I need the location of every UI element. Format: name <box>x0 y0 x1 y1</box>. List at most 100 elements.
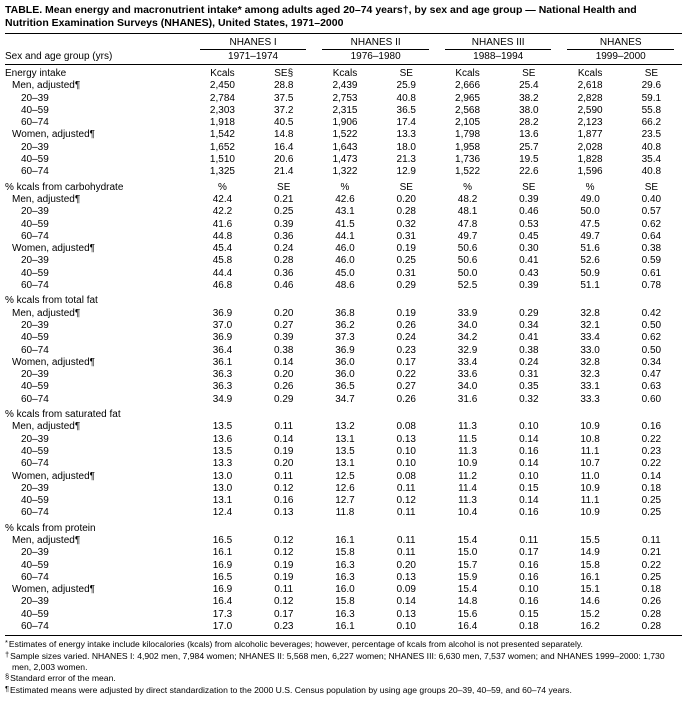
value-cell: 0.59 <box>641 255 662 267</box>
unit-header-cell: Kcals <box>577 68 603 79</box>
value-cell: 41.5 <box>335 218 355 230</box>
footnote-marker: † <box>5 649 10 659</box>
value-cell: 0.34 <box>519 319 539 331</box>
value-cell: 0.60 <box>641 393 662 405</box>
table-row: 60–74 1,918 40.5 1,906 17.4 2,105 28.2 2,123 66.… <box>5 117 682 129</box>
value-cell: 0.36 <box>273 267 294 279</box>
table-row: 60–74 13.3 0.20 13.1 0.10 10.9 0.14 10.7 0.22 <box>5 458 682 470</box>
value-cell: 1,918 <box>209 117 235 129</box>
row-label: 60–74 <box>21 621 49 633</box>
value-cell: 0.27 <box>396 381 416 393</box>
value-cell: 36.3 <box>212 369 233 381</box>
unit-header-cell <box>314 520 375 535</box>
value-cell: 0.30 <box>519 243 539 255</box>
value-cell: 13.6 <box>519 129 539 141</box>
value-cell: 0.62 <box>641 218 662 230</box>
value-cell: 2,590 <box>577 104 603 116</box>
value-cell: 0.10 <box>396 445 416 457</box>
value-cell: 25.4 <box>519 80 539 92</box>
value-cell: 0.25 <box>641 495 662 507</box>
value-cell: 25.7 <box>519 141 539 153</box>
value-cell: 16.3 <box>335 571 355 583</box>
footnote-text: Sample sizes varied. NHANES I: 4,902 men… <box>10 650 665 672</box>
value-cell: 16.2 <box>580 621 600 633</box>
value-cell: 0.22 <box>641 559 662 571</box>
value-cell: 15.7 <box>457 559 478 571</box>
value-cell: 13.1 <box>335 458 355 470</box>
row-label: 20–39 <box>21 433 49 445</box>
value-cell: 0.11 <box>641 534 661 546</box>
value-cell: 10.4 <box>457 507 478 519</box>
value-cell: 44.4 <box>212 267 233 279</box>
column-group-header-row: NHANES I NHANES II NHANES III NHANES <box>5 36 682 50</box>
row-label: Men, adjusted¶ <box>12 421 81 433</box>
value-cell: 0.31 <box>396 230 416 242</box>
value-cell: 13.0 <box>212 470 233 482</box>
table-row: 40–59 13.5 0.19 13.5 0.10 11.3 0.16 11.1 0.23 <box>5 446 682 458</box>
table-row: 40–59 36.9 0.39 37.3 0.24 34.2 0.41 33.4 0.62 <box>5 332 682 344</box>
value-cell: 25.9 <box>396 80 416 92</box>
value-cell: 12.4 <box>212 507 233 519</box>
unit-header-cell <box>314 406 375 421</box>
value-cell: 0.08 <box>396 421 416 433</box>
value-cell: 0.25 <box>273 206 294 218</box>
value-cell: 2,315 <box>332 104 358 116</box>
value-cell: 48.2 <box>457 193 478 205</box>
value-cell: 12.9 <box>396 166 416 178</box>
value-cell: 2,028 <box>577 141 603 153</box>
value-cell: 50.6 <box>457 243 478 255</box>
row-label: 40–59 <box>21 218 49 230</box>
row-label: 20–39 <box>21 596 49 608</box>
row-header-label: Sex and age group (yrs) <box>5 50 192 65</box>
section-label: % kcals from saturated fat <box>5 409 121 421</box>
value-cell: 40.8 <box>641 141 662 153</box>
value-cell: 43.1 <box>335 206 355 218</box>
unit-header-cell <box>253 520 314 535</box>
value-cell: 33.1 <box>580 381 600 393</box>
value-cell: 0.22 <box>396 369 416 381</box>
value-cell: 51.6 <box>580 243 600 255</box>
value-cell: 0.29 <box>519 307 539 319</box>
value-cell: 50.0 <box>457 267 478 279</box>
value-cell: 13.0 <box>212 482 233 494</box>
value-cell: 40.8 <box>396 92 416 104</box>
value-cell: 0.29 <box>396 280 416 292</box>
column-group-nhanes-2-label: NHANES II <box>322 37 429 50</box>
value-cell: 0.20 <box>273 458 294 470</box>
row-label: 40–59 <box>21 559 49 571</box>
value-cell: 36.3 <box>212 381 233 393</box>
value-cell: 0.26 <box>396 319 416 331</box>
value-cell: 21.4 <box>273 166 294 178</box>
value-cell: 0.50 <box>641 344 662 356</box>
unit-header-cell <box>437 406 498 421</box>
value-cell: 13.5 <box>212 421 233 433</box>
table-row: Men, adjusted¶ 42.4 0.21 42.6 0.20 48.2 0.39 49… <box>5 194 682 206</box>
unit-header-cell <box>559 406 620 421</box>
value-cell: 0.17 <box>273 608 294 620</box>
row-label: 40–59 <box>21 445 49 457</box>
row-label: 20–39 <box>21 547 49 559</box>
value-cell: 45.0 <box>335 267 355 279</box>
row-label: 40–59 <box>21 154 49 166</box>
value-cell: 0.28 <box>396 206 416 218</box>
table-row: 60–74 46.8 0.46 48.6 0.29 52.5 0.39 51.1 0.78 <box>5 280 682 292</box>
unit-header-cell <box>437 292 498 307</box>
unit-header-cell: SE <box>644 181 659 193</box>
value-cell: 0.53 <box>519 218 539 230</box>
unit-header-cell: SE <box>522 181 536 193</box>
value-cell: 37.2 <box>273 104 294 116</box>
table-row: 20–39 13.0 0.12 12.6 0.11 11.4 0.15 10.9 0.18 <box>5 483 682 495</box>
value-cell: 49.0 <box>580 193 600 205</box>
value-cell: 0.19 <box>273 445 294 457</box>
unit-header-cell: SE <box>399 68 413 79</box>
table-row: 60–74 36.4 0.38 36.9 0.23 32.9 0.38 33.0 0.50 <box>5 345 682 357</box>
value-cell: 14.8 <box>273 129 294 141</box>
value-cell: 0.12 <box>273 596 294 608</box>
value-cell: 1,877 <box>577 129 603 141</box>
section-header-row: % kcals from protein <box>5 520 682 535</box>
value-cell: 0.13 <box>396 571 416 583</box>
unit-header-cell <box>498 292 559 307</box>
table-row: Men, adjusted¶ 36.9 0.20 36.8 0.19 33.9 0.29 32… <box>5 308 682 320</box>
value-cell: 23.5 <box>641 129 662 141</box>
value-cell: 50.9 <box>580 267 600 279</box>
